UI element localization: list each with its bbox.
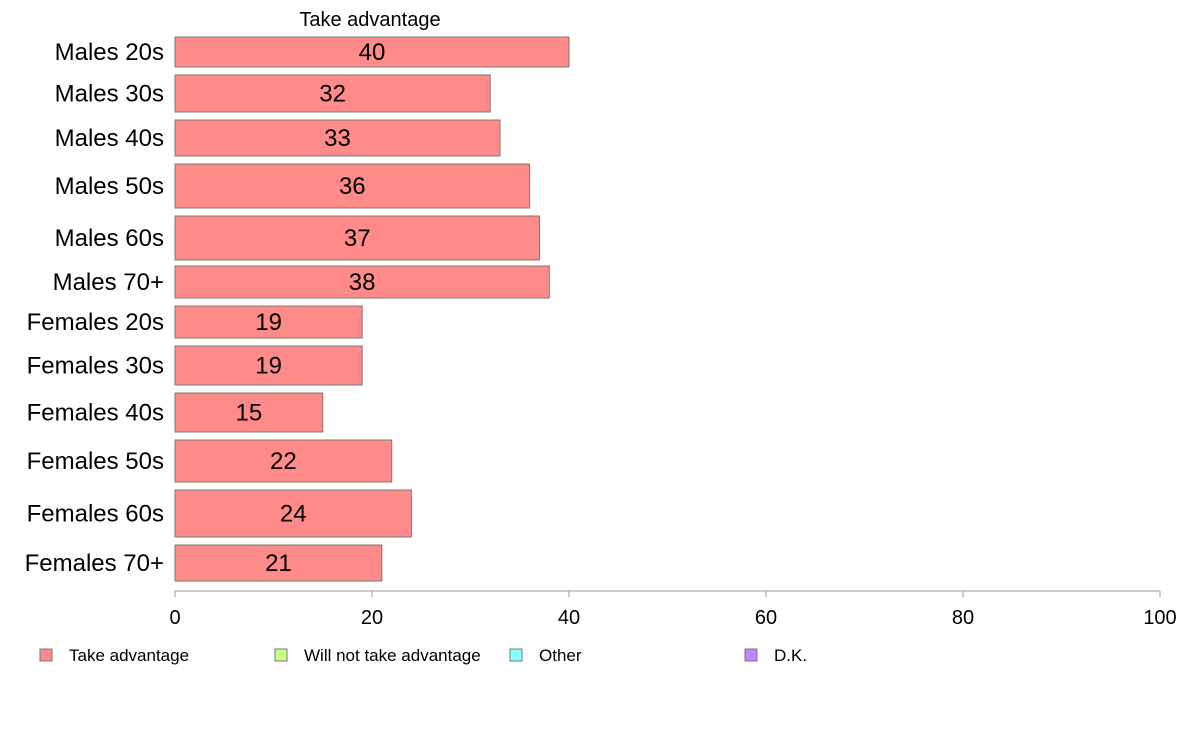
data-label: 24 (280, 501, 307, 528)
x-tick-label: 80 (952, 607, 974, 629)
bar (174, 119, 501, 157)
data-label: 15 (236, 400, 263, 427)
bar (174, 163, 531, 209)
legend-swatch (744, 648, 758, 662)
data-label: 19 (255, 353, 282, 380)
category-label: Females 50s (27, 448, 164, 475)
data-label: 19 (255, 309, 282, 336)
legend-label: Take advantage (69, 646, 189, 665)
data-label: 32 (319, 81, 346, 108)
bar (174, 489, 412, 538)
bar (174, 265, 550, 299)
category-label: Males 60s (55, 225, 164, 252)
category-label: Females 40s (27, 400, 164, 427)
chart-title: Take advantage (299, 9, 440, 31)
x-tick-label: 100 (1143, 607, 1176, 629)
category-label: Males 70+ (53, 269, 164, 296)
data-label: 37 (344, 225, 371, 252)
bars-group: Males 20s 40 Males 30s 32 Males 40s 33 Males 5… (25, 36, 570, 582)
legend-label: D.K. (774, 646, 807, 665)
data-label: 38 (349, 269, 376, 296)
bar (174, 439, 393, 483)
legend: Take advantage Will not take advantage Oth… (39, 646, 807, 665)
data-label: 36 (339, 173, 366, 200)
x-tick-label: 60 (755, 607, 777, 629)
category-label: Males 50s (55, 173, 164, 200)
data-label: 22 (270, 448, 297, 475)
x-tick-label: 0 (169, 607, 180, 629)
category-label: Females 30s (27, 353, 164, 380)
category-label: Females 70+ (25, 550, 164, 577)
category-label: Males 20s (55, 39, 164, 66)
bar (174, 215, 540, 261)
bar (174, 345, 363, 386)
data-label: 40 (359, 39, 386, 66)
legend-swatch (274, 648, 288, 662)
x-tick-label: 40 (558, 607, 580, 629)
category-label: Females 60s (27, 501, 164, 528)
bar (174, 392, 324, 433)
legend-swatch (39, 648, 53, 662)
data-label: 33 (324, 125, 351, 152)
bar (174, 544, 383, 582)
bar (174, 305, 363, 339)
x-axis: 0 20 40 60 80 100 (169, 590, 1177, 629)
legend-label: Will not take advantage (304, 646, 481, 665)
legend-label: Other (539, 646, 582, 665)
legend-swatch (509, 648, 523, 662)
bar (174, 74, 491, 113)
category-label: Males 30s (55, 81, 164, 108)
category-label: Females 20s (27, 309, 164, 336)
data-label: 21 (265, 550, 292, 577)
category-label: Males 40s (55, 125, 164, 152)
x-tick-label: 20 (361, 607, 383, 629)
bar (174, 36, 570, 68)
